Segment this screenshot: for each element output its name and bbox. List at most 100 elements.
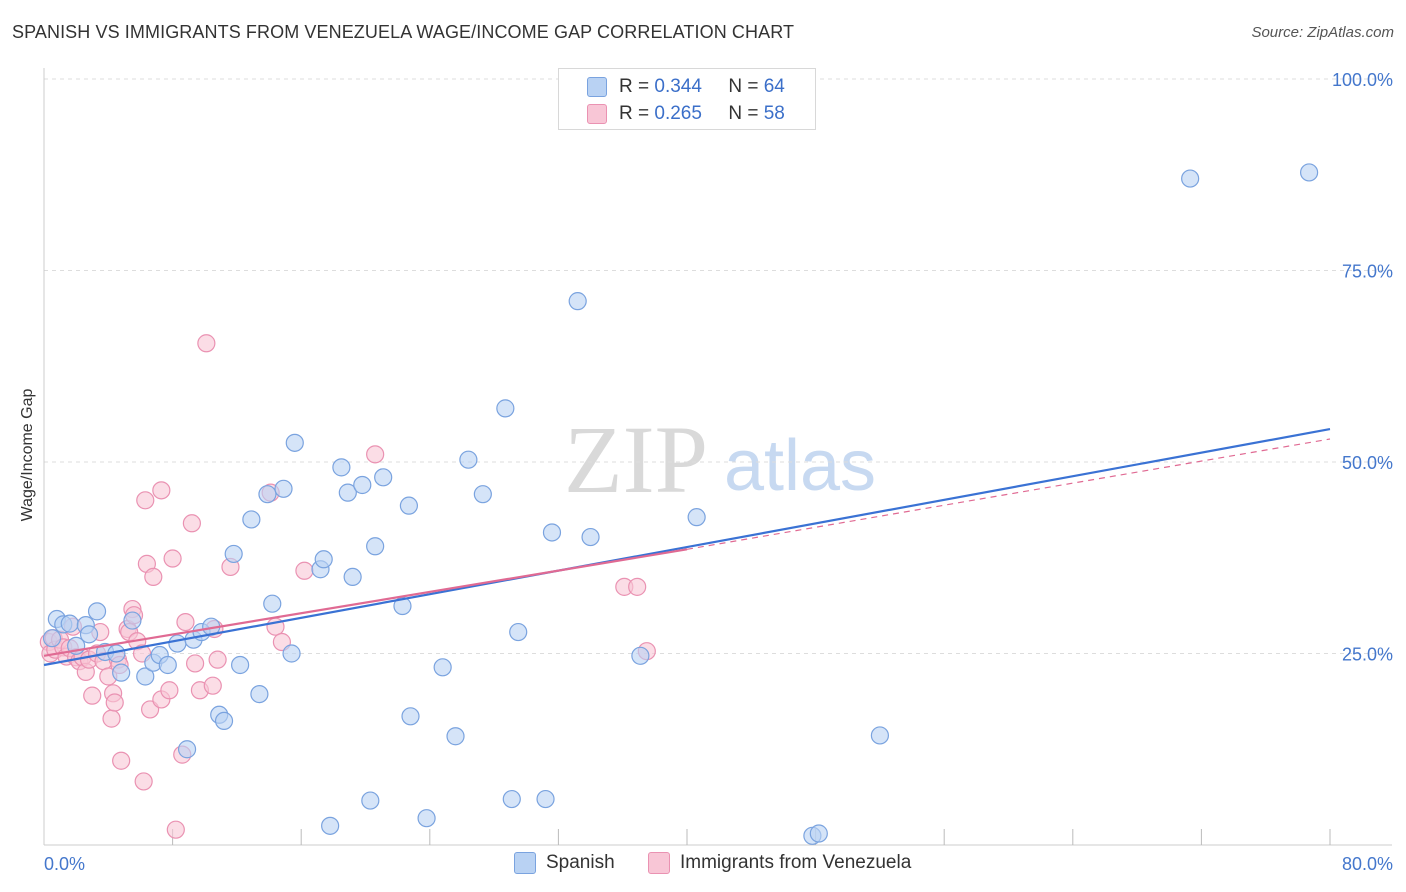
spanish-point — [870, 726, 890, 745]
spanish-point — [158, 655, 177, 675]
legend-row-venezuela-text: R = 0.265 N = 58 — [619, 103, 785, 125]
spanish-point — [509, 622, 528, 642]
spanish-point — [687, 508, 706, 527]
x-tick-label: 80.0% — [1342, 854, 1393, 874]
series-legend: Spanish Immigrants from Venezuela — [0, 848, 1406, 878]
spanish-point — [353, 475, 372, 495]
venezuela-point — [366, 445, 385, 464]
n-value-spanish: 64 — [763, 76, 785, 97]
spanish-point — [274, 479, 293, 498]
spanish-point — [581, 527, 600, 547]
venezuela-point — [105, 693, 124, 712]
venezuela-swatch — [587, 104, 607, 124]
spanish-point — [568, 292, 587, 311]
watermark-zip: ZIP — [564, 406, 708, 513]
spanish-point — [459, 450, 478, 469]
spanish-point — [401, 707, 420, 726]
spanish-point — [87, 602, 107, 621]
spanish-point — [473, 485, 492, 504]
y-tick-label: 25.0% — [1342, 645, 1393, 665]
venezuela-point — [208, 650, 227, 669]
r-value-venezuela: 0.265 — [654, 103, 702, 124]
spanish-point — [231, 655, 250, 675]
spanish-point — [214, 711, 234, 731]
venezuela-point — [160, 681, 179, 700]
spanish-point — [631, 646, 650, 665]
spanish-point — [285, 433, 304, 452]
venezuela-point — [102, 709, 121, 728]
venezuela-point — [197, 334, 216, 353]
source-label: Source: ZipAtlas.com — [1251, 24, 1394, 41]
venezuela-point — [112, 751, 131, 770]
spanish-point — [399, 496, 419, 515]
x-tick-label: 0.0% — [44, 854, 85, 874]
spanish-point — [374, 468, 393, 487]
spanish-point — [338, 483, 357, 502]
venezuela-swatch — [648, 852, 670, 874]
y-tick-label: 100.0% — [1332, 70, 1393, 90]
spanish-trend-line — [43, 427, 1331, 667]
spanish-point — [60, 614, 79, 633]
n-value-venezuela: 58 — [763, 103, 785, 124]
venezuela-point — [163, 549, 182, 568]
chart-title: SPANISH VS IMMIGRANTS FROM VENEZUELA WAG… — [12, 22, 795, 42]
spanish-point — [536, 789, 555, 809]
spanish-point — [282, 644, 301, 663]
spanish-point — [1181, 169, 1200, 188]
y-tick-label: 75.0% — [1342, 262, 1393, 282]
spanish-point — [250, 684, 269, 704]
venezuela-point — [83, 686, 102, 705]
venezuela-point — [182, 514, 201, 533]
venezuela-point — [152, 481, 171, 500]
venezuela-point — [134, 772, 153, 791]
venezuela-point — [203, 676, 222, 695]
y-tick-label: 50.0% — [1342, 453, 1393, 473]
venezuela-point — [628, 577, 647, 596]
spanish-point — [136, 667, 155, 686]
n-label: N = — [728, 103, 759, 124]
spanish-point — [361, 791, 380, 810]
r-label: R = — [619, 76, 650, 97]
r-value-spanish: 0.344 — [654, 76, 702, 97]
spanish-point — [79, 625, 99, 644]
spanish-point — [502, 789, 521, 809]
venezuela-point — [186, 654, 205, 673]
legend-label-spanish: Spanish — [546, 852, 615, 873]
venezuela-trend-line — [43, 548, 688, 657]
spanish-point — [343, 567, 362, 587]
venezuela-point — [166, 820, 185, 839]
spanish-point — [224, 544, 243, 564]
correlation-legend: R = 0.344 N = 64 R = 0.265 N = 58 — [558, 68, 816, 130]
n-label: N = — [728, 76, 759, 97]
venezuela-trend-extension — [686, 438, 1331, 550]
legend-item-venezuela[interactable]: Immigrants from Venezuela — [648, 852, 911, 874]
spanish-point — [542, 523, 562, 542]
spanish-point — [42, 629, 62, 648]
spanish-point — [332, 458, 351, 477]
spanish-point — [1300, 163, 1319, 182]
spanish-point — [809, 824, 828, 843]
r-label: R = — [619, 103, 650, 124]
legend-label-venezuela: Immigrants from Venezuela — [680, 852, 912, 873]
legend-row-venezuela: R = 0.265 N = 58 — [559, 100, 815, 128]
spanish-point — [314, 550, 333, 569]
venezuela-point — [295, 561, 314, 580]
spanish-point — [366, 537, 385, 556]
spanish-point — [417, 809, 436, 828]
venezuela-point — [144, 567, 163, 587]
legend-row-spanish: R = 0.344 N = 64 — [559, 73, 815, 101]
spanish-swatch — [587, 77, 607, 97]
spanish-point — [321, 816, 340, 835]
spanish-point — [433, 658, 452, 677]
legend-item-spanish[interactable]: Spanish — [514, 852, 615, 874]
spanish-point — [112, 663, 131, 682]
legend-row-spanish-text: R = 0.344 N = 64 — [619, 76, 785, 98]
spanish-point — [446, 727, 465, 746]
spanish-point — [177, 740, 197, 759]
venezuela-point — [176, 612, 195, 632]
spanish-point — [123, 611, 142, 630]
spanish-point — [258, 485, 277, 504]
spanish-point — [242, 510, 261, 529]
spanish-swatch — [514, 852, 536, 874]
